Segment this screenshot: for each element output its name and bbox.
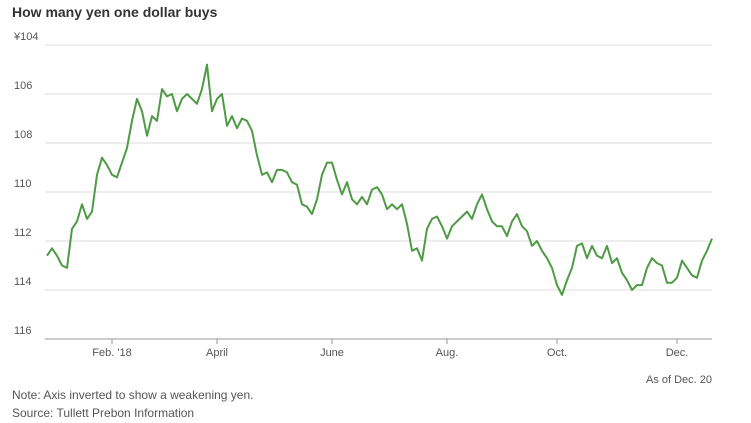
x-tick-label: April [206, 347, 228, 359]
note: Note: Axis inverted to show a weakening … [12, 388, 253, 402]
chart-title: How many yen one dollar buys [12, 4, 218, 20]
y-tick-label: 114 [14, 276, 32, 288]
source: Source: Tullett Prebon Information [12, 406, 194, 420]
y-tick-label: 108 [14, 129, 32, 141]
x-tick-label: Oct. [547, 347, 567, 359]
y-tick-label: 116 [14, 325, 32, 337]
annotation: As of Dec. 20 [646, 374, 712, 386]
y-tick-label: 110 [14, 178, 32, 190]
x-tick-label: June [320, 347, 344, 359]
y-tick-label: ¥104 [13, 31, 38, 43]
y-tick-label: 112 [14, 227, 32, 239]
x-tick-label: Feb. '18 [92, 347, 131, 359]
line [46, 63, 713, 296]
x-tick-label: Dec. [666, 347, 689, 359]
x-tick-label: Aug. [436, 347, 459, 359]
y-tick-label: 106 [14, 80, 32, 92]
